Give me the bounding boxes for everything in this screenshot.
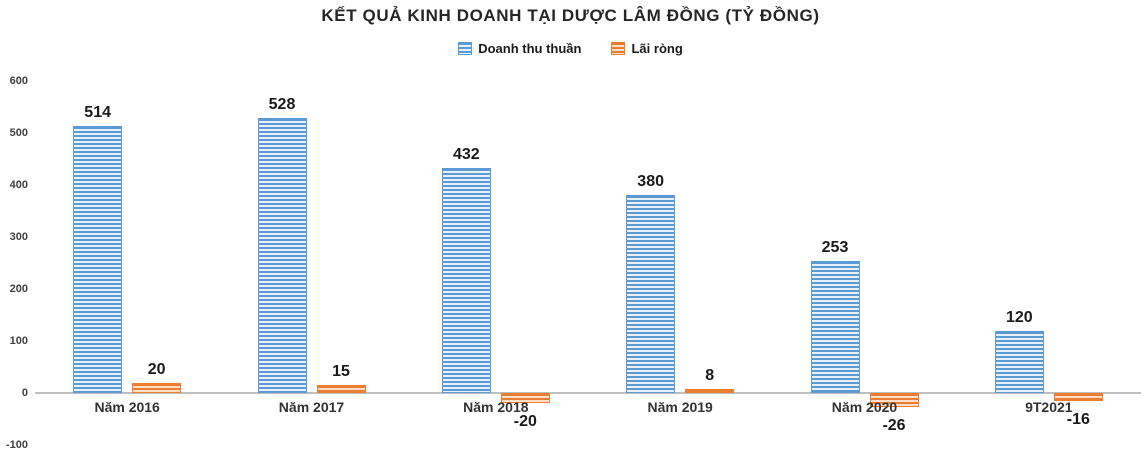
y-axis: 600 500 400 300 200 100 0 -100	[0, 0, 30, 456]
legend-label-profit: Lãi ròng	[631, 41, 683, 56]
value-label: -16	[1066, 411, 1090, 429]
bar-profit-năm-2018	[500, 393, 550, 404]
bar-revenue-9t2021	[994, 330, 1044, 393]
value-label: -26	[882, 416, 906, 434]
category-label: Năm 2016	[94, 399, 160, 415]
bar-profit-năm-2019	[685, 388, 735, 393]
y-tick-label: 600	[9, 75, 28, 87]
y-tick-label: 200	[9, 283, 28, 295]
value-label: 253	[821, 239, 849, 257]
y-tick-label: -100	[5, 439, 28, 451]
bar-revenue-năm-2019	[626, 195, 676, 393]
bar-revenue-năm-2017	[257, 118, 307, 393]
y-tick-label: 100	[9, 335, 28, 347]
bar-profit-năm-2016	[132, 382, 182, 393]
y-tick-label: 400	[9, 179, 28, 191]
bar-profit-năm-2017	[316, 385, 366, 393]
y-tick-label: 0	[21, 387, 28, 399]
value-label: 15	[332, 363, 350, 381]
bar-profit-năm-2020	[869, 393, 919, 407]
x-axis-line	[35, 392, 1141, 394]
bar-revenue-năm-2018	[441, 168, 491, 393]
category-label: Năm 2018	[463, 399, 529, 415]
value-label: 528	[268, 96, 296, 114]
category-label: Năm 2019	[647, 399, 713, 415]
category-label: Năm 2017	[278, 399, 345, 415]
y-tick-label: 500	[9, 127, 28, 139]
bar-profit-9t2021	[1053, 393, 1103, 402]
legend-item-revenue: Doanh thu thuần	[458, 41, 581, 56]
value-label: 380	[637, 173, 665, 191]
value-label: 432	[452, 146, 480, 164]
value-label: -20	[513, 413, 537, 431]
value-label: 8	[705, 366, 715, 384]
chart-title: KẾT QUẢ KINH DOANH TẠI DƯỢC LÂM ĐỒNG (TỶ…	[321, 6, 820, 25]
category-label: 9T2021	[1025, 399, 1073, 415]
bar-revenue-năm-2020	[810, 261, 860, 393]
category-label: Năm 2020	[831, 399, 898, 415]
value-label: 20	[147, 360, 166, 378]
bar-revenue-năm-2016	[73, 125, 123, 393]
y-tick-label: 300	[9, 231, 28, 243]
profit-swatch-icon	[611, 42, 626, 55]
plot-area	[35, 70, 1141, 456]
legend: Doanh thu thuần Lãi ròng	[0, 41, 1141, 56]
value-label: 514	[84, 103, 112, 121]
legend-item-profit: Lãi ròng	[611, 41, 683, 56]
legend-label-revenue: Doanh thu thuần	[478, 41, 582, 56]
revenue-swatch-icon	[458, 42, 473, 55]
value-label: 120	[1005, 308, 1033, 326]
